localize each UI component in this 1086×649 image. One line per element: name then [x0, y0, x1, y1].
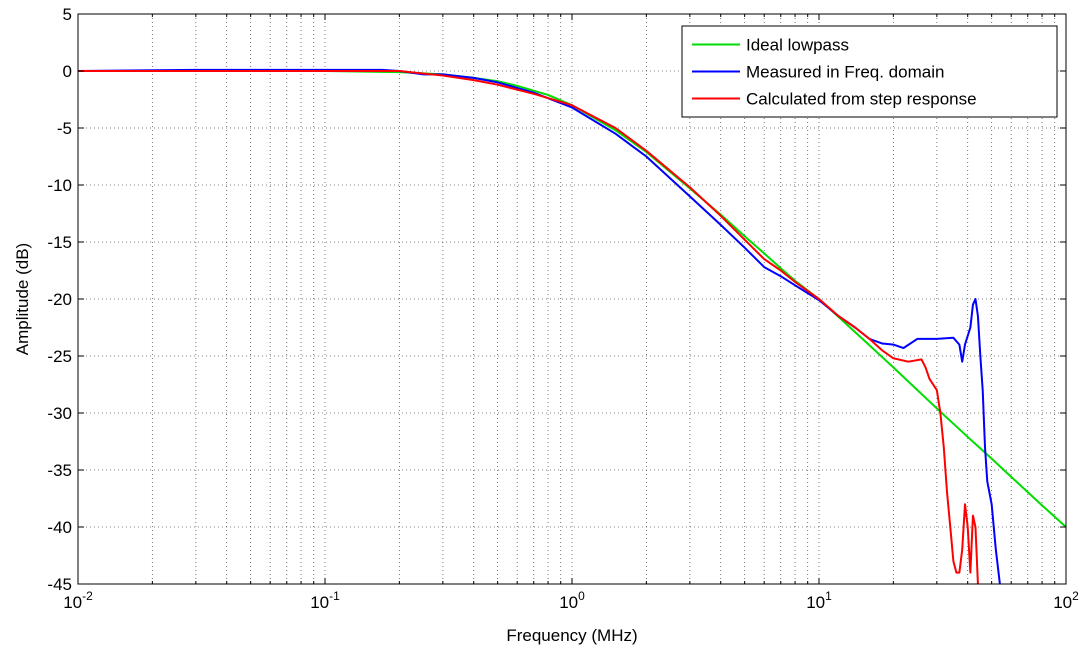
x-tick-label: 10-1 [310, 589, 340, 612]
y-tick-label: -20 [47, 290, 72, 309]
legend: Ideal lowpass Measured in Freq. domain Cal… [681, 25, 1058, 118]
x-tick-label: 10-2 [63, 589, 93, 612]
y-tick-label: -10 [47, 176, 72, 195]
y-tick-label: -35 [47, 461, 72, 480]
legend-label: Measured in Freq. domain [746, 63, 944, 82]
x-tick-label-base: 10 [63, 593, 82, 612]
x-tick-label-base: 10 [806, 593, 825, 612]
y-tick-label: -25 [47, 347, 72, 366]
legend-box [681, 25, 1058, 118]
x-tick-label: 102 [1053, 589, 1079, 612]
x-tick-label-base: 10 [1053, 593, 1072, 612]
y-tick-label: -15 [47, 233, 72, 252]
y-tick-label: 0 [63, 62, 72, 81]
x-tick-label-exponent: 0 [578, 589, 585, 603]
x-tick-label-base: 10 [559, 593, 578, 612]
x-axis-title: Frequency (MHz) [506, 626, 637, 645]
axis-ticks [77, 13, 1067, 585]
x-tick-label-base: 10 [310, 593, 329, 612]
y-tick-label: -40 [47, 518, 72, 537]
y-tick-label: -5 [57, 119, 72, 138]
x-tick-label-exponent: -2 [82, 589, 93, 603]
legend-label: Calculated from step response [746, 90, 977, 109]
y-tick-labels: 5 0 -5 -10 -15 -20 -25 -30 -35 -40 -45 [47, 5, 72, 594]
series-layer [78, 68, 1066, 584]
x-tick-label: 100 [559, 589, 585, 612]
x-tick-label-exponent: 1 [825, 589, 832, 603]
x-tick-labels: 10-2 10-1 100 101 102 [63, 589, 1079, 612]
y-axis-title: Amplitude (dB) [13, 243, 32, 355]
series-line-3 [78, 70, 979, 584]
y-tick-label: 5 [63, 5, 72, 24]
x-tick-label-exponent: -1 [329, 589, 340, 603]
x-tick-label-exponent: 2 [1072, 589, 1079, 603]
y-tick-label: -30 [47, 404, 72, 423]
y-tick-label: -45 [47, 575, 72, 594]
legend-label: Ideal lowpass [746, 36, 849, 55]
x-tick-label: 101 [806, 589, 832, 612]
